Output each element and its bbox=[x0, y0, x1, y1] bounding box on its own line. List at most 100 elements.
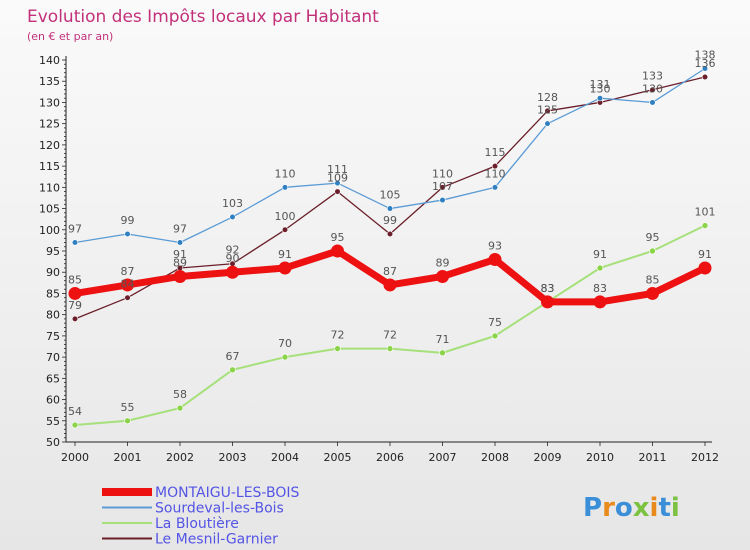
data-point bbox=[124, 230, 131, 238]
x-tick-label: 2010 bbox=[586, 451, 614, 464]
data-label: 130 bbox=[642, 82, 663, 95]
chart-subtitle: (en € et par an) bbox=[27, 30, 113, 43]
data-point bbox=[281, 226, 289, 233]
data-point bbox=[544, 120, 551, 127]
y-tick-label: 130 bbox=[39, 96, 60, 109]
data-label: 91 bbox=[593, 248, 607, 261]
data-point bbox=[491, 332, 499, 340]
y-tick-label: 90 bbox=[46, 266, 60, 279]
y-tick-label: 140 bbox=[39, 54, 60, 67]
data-point bbox=[491, 184, 499, 191]
data-label: 67 bbox=[226, 350, 240, 363]
logo-letter: x bbox=[633, 493, 650, 523]
x-tick-label: 2005 bbox=[324, 451, 352, 464]
legend-label: Le Mesnil-Garnier bbox=[155, 532, 278, 548]
data-label: 91 bbox=[698, 248, 712, 261]
data-label: 100 bbox=[275, 210, 296, 223]
data-point bbox=[124, 417, 131, 425]
y-tick-label: 50 bbox=[46, 436, 60, 449]
data-label: 128 bbox=[537, 91, 558, 104]
data-point bbox=[701, 222, 709, 229]
y-tick-label: 55 bbox=[46, 415, 60, 428]
data-point bbox=[383, 278, 397, 292]
chart-axes: 50 55 60 65 70 75 80 85 90 95 100 105 110 115 120 125 13… bbox=[39, 54, 719, 464]
legend-label: Sourdeval-les-Bois bbox=[155, 501, 284, 517]
data-label: 110 bbox=[275, 167, 296, 180]
data-point bbox=[334, 179, 341, 187]
data-label: 105 bbox=[380, 189, 401, 202]
y-tick-label: 75 bbox=[46, 330, 60, 343]
y-tick-label: 105 bbox=[39, 203, 60, 216]
data-label: 136 bbox=[695, 57, 716, 70]
data-label: 91 bbox=[173, 248, 187, 261]
data-point bbox=[229, 213, 236, 221]
x-tick-label: 2001 bbox=[114, 451, 142, 464]
data-point bbox=[439, 184, 446, 191]
data-point bbox=[649, 99, 656, 106]
data-point bbox=[488, 252, 502, 266]
y-tick-label: 85 bbox=[46, 287, 60, 300]
y-tick-label: 70 bbox=[46, 351, 60, 364]
data-label: 75 bbox=[488, 316, 502, 329]
y-tick-label: 135 bbox=[39, 75, 60, 88]
data-point bbox=[386, 205, 394, 212]
data-label: 83 bbox=[593, 282, 607, 295]
data-point bbox=[281, 353, 289, 361]
data-label: 103 bbox=[222, 197, 243, 210]
data-point bbox=[334, 345, 341, 352]
data-label: 138 bbox=[695, 48, 716, 61]
data-point bbox=[541, 295, 554, 309]
y-tick-label: 115 bbox=[39, 160, 60, 173]
data-point bbox=[439, 196, 446, 204]
legend-item-sourdeval-les-bois: Sourdeval-les-Bois bbox=[102, 501, 284, 517]
data-label: 90 bbox=[226, 252, 240, 265]
y-tick-label: 95 bbox=[46, 245, 60, 258]
data-label: 70 bbox=[278, 337, 292, 350]
data-label: 89 bbox=[173, 256, 187, 269]
data-label: 109 bbox=[327, 172, 348, 185]
y-tick-label: 110 bbox=[39, 181, 60, 194]
x-tick-label: 2011 bbox=[639, 451, 667, 464]
x-tick-label: 2003 bbox=[219, 451, 247, 464]
data-label: 110 bbox=[432, 167, 453, 180]
data-point bbox=[71, 421, 79, 429]
data-label: 97 bbox=[173, 223, 187, 236]
data-label: 79 bbox=[68, 299, 82, 312]
data-point bbox=[544, 107, 551, 115]
data-label: 72 bbox=[331, 329, 345, 342]
data-label: 93 bbox=[488, 239, 502, 252]
data-label: 85 bbox=[68, 273, 82, 286]
data-point bbox=[124, 294, 131, 301]
x-tick-label: 2002 bbox=[166, 451, 194, 464]
data-point bbox=[491, 163, 499, 170]
series-le-mesnil-garnier bbox=[71, 73, 709, 323]
data-label: 55 bbox=[121, 401, 135, 414]
x-tick-label: 2012 bbox=[691, 451, 719, 464]
data-label: 83 bbox=[541, 282, 555, 295]
data-point bbox=[439, 349, 446, 357]
data-label: 71 bbox=[436, 333, 450, 346]
legend-item-montaigu-les-bois: MONTAIGU-LES-BOIS bbox=[102, 485, 299, 501]
data-point bbox=[176, 404, 184, 412]
data-point bbox=[701, 73, 709, 81]
data-point bbox=[281, 184, 289, 191]
series-line bbox=[74, 224, 706, 427]
data-label: 92 bbox=[226, 244, 240, 257]
data-label: 107 bbox=[432, 180, 453, 193]
data-label: 99 bbox=[383, 214, 397, 227]
data-point bbox=[436, 269, 449, 283]
data-label: 87 bbox=[383, 265, 397, 278]
legend-label: La Bloutière bbox=[155, 516, 239, 532]
data-point bbox=[649, 247, 656, 255]
data-point bbox=[386, 230, 394, 238]
data-point bbox=[386, 345, 394, 352]
y-tick-label: 120 bbox=[39, 139, 60, 152]
data-label: 110 bbox=[485, 167, 506, 180]
data-point bbox=[176, 239, 184, 246]
logo-letter: i bbox=[650, 493, 659, 523]
data-label: 95 bbox=[331, 231, 345, 244]
data-label: 72 bbox=[383, 329, 397, 342]
